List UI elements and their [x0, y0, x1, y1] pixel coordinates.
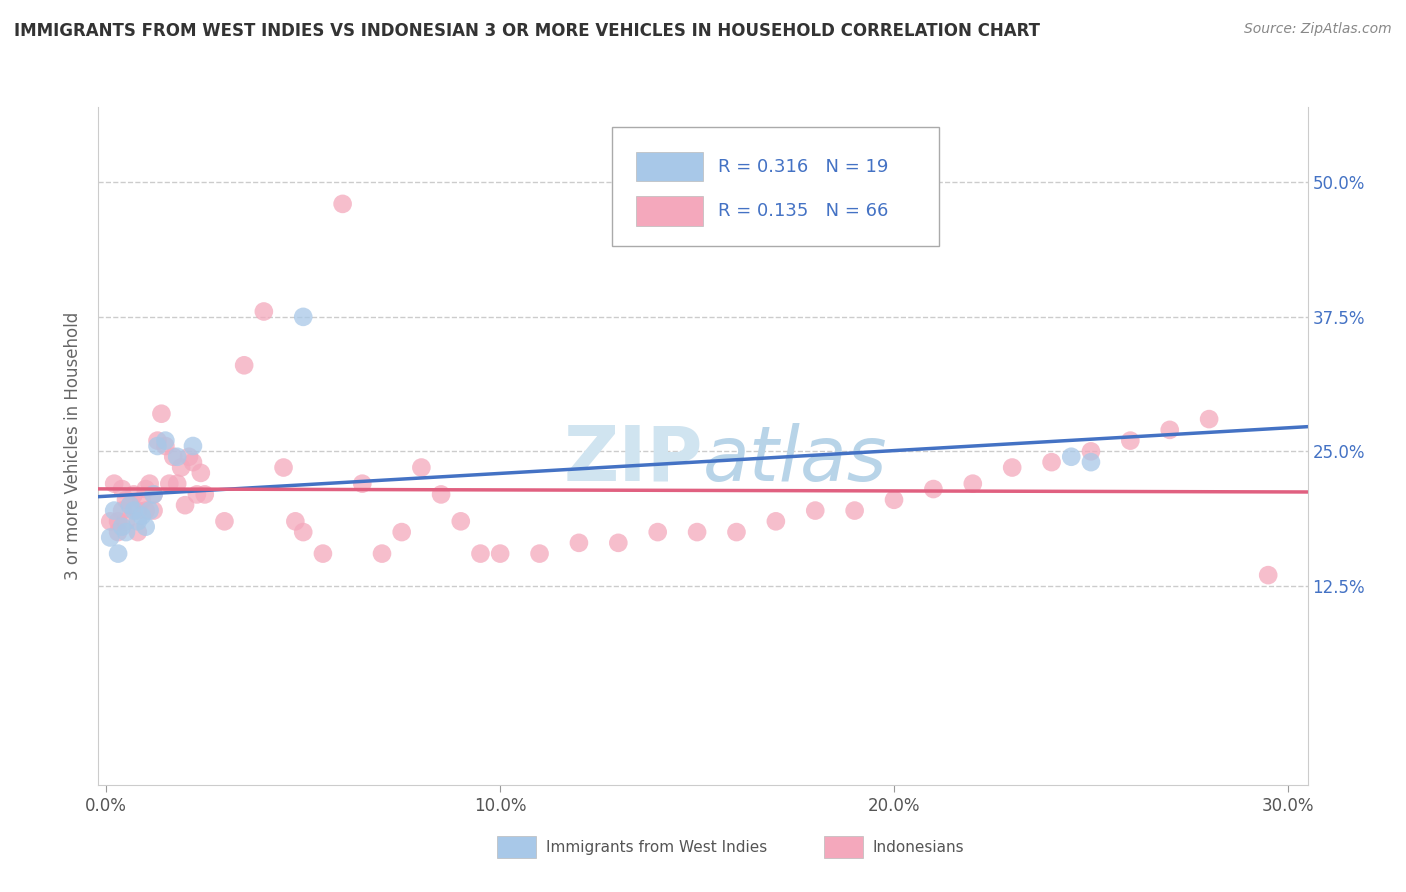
Point: [138, 476, 160, 491]
Point: [146, 439, 169, 453]
Point: [922, 482, 945, 496]
Point: [292, 310, 315, 324]
Point: [686, 525, 709, 540]
Point: [883, 492, 905, 507]
Point: [103, 503, 125, 517]
Point: [115, 514, 138, 528]
Point: [489, 547, 512, 561]
Point: [135, 519, 157, 533]
Point: [292, 525, 315, 540]
Point: [804, 503, 827, 517]
Point: [111, 519, 134, 533]
Point: [1257, 568, 1279, 582]
Point: [190, 466, 212, 480]
Point: [962, 476, 984, 491]
Point: [111, 503, 134, 517]
Point: [155, 439, 177, 453]
Point: [647, 525, 669, 540]
Point: [568, 536, 591, 550]
Y-axis label: 3 or more Vehicles in Household: 3 or more Vehicles in Household: [65, 312, 83, 580]
Text: IMMIGRANTS FROM WEST INDIES VS INDONESIAN 3 OR MORE VEHICLES IN HOUSEHOLD CORREL: IMMIGRANTS FROM WEST INDIES VS INDONESIA…: [14, 22, 1040, 40]
Point: [470, 547, 492, 561]
Point: [194, 487, 217, 501]
FancyBboxPatch shape: [637, 152, 703, 181]
Text: R = 0.316   N = 19: R = 0.316 N = 19: [717, 158, 887, 176]
Point: [107, 525, 129, 540]
Point: [1080, 455, 1102, 469]
FancyBboxPatch shape: [824, 837, 863, 858]
Text: R = 0.135   N = 66: R = 0.135 N = 66: [717, 202, 887, 220]
Point: [233, 359, 256, 373]
Point: [1198, 412, 1220, 426]
Point: [150, 407, 173, 421]
Point: [135, 482, 157, 496]
Point: [107, 547, 129, 561]
Point: [411, 460, 433, 475]
Point: [1040, 455, 1063, 469]
Point: [146, 434, 169, 448]
Point: [174, 498, 197, 512]
Text: Immigrants from West Indies: Immigrants from West Indies: [546, 840, 768, 855]
Point: [391, 525, 413, 540]
Point: [127, 503, 149, 517]
Point: [352, 476, 374, 491]
Point: [284, 514, 307, 528]
Text: Source: ZipAtlas.com: Source: ZipAtlas.com: [1244, 22, 1392, 37]
Point: [450, 514, 472, 528]
Point: [115, 492, 138, 507]
Text: Indonesians: Indonesians: [872, 840, 965, 855]
Point: [127, 525, 149, 540]
Point: [135, 503, 157, 517]
Point: [122, 487, 145, 501]
Point: [1119, 434, 1142, 448]
Point: [142, 487, 165, 501]
Point: [127, 514, 149, 528]
Point: [118, 498, 141, 512]
FancyBboxPatch shape: [637, 196, 703, 227]
Point: [118, 498, 141, 512]
Point: [98, 514, 121, 528]
Point: [103, 476, 125, 491]
Point: [1159, 423, 1181, 437]
Point: [155, 434, 177, 448]
Point: [122, 503, 145, 517]
Point: [253, 304, 276, 318]
Point: [131, 492, 153, 507]
Point: [115, 525, 138, 540]
Point: [142, 487, 165, 501]
Point: [181, 439, 204, 453]
Point: [98, 531, 121, 545]
Point: [430, 487, 453, 501]
Point: [214, 514, 236, 528]
Point: [1060, 450, 1083, 464]
Point: [138, 503, 160, 517]
Point: [332, 197, 354, 211]
Point: [131, 508, 153, 523]
Point: [765, 514, 787, 528]
Point: [844, 503, 866, 517]
Point: [166, 476, 188, 491]
Text: atlas: atlas: [703, 423, 887, 497]
Point: [166, 450, 188, 464]
Point: [725, 525, 748, 540]
Point: [157, 476, 180, 491]
Point: [371, 547, 394, 561]
Point: [1001, 460, 1024, 475]
Point: [107, 514, 129, 528]
Point: [186, 487, 208, 501]
Point: [181, 455, 204, 469]
FancyBboxPatch shape: [613, 128, 939, 246]
Point: [312, 547, 335, 561]
Point: [273, 460, 295, 475]
Point: [177, 450, 200, 464]
Point: [170, 460, 193, 475]
Point: [607, 536, 630, 550]
Point: [529, 547, 551, 561]
Point: [162, 450, 184, 464]
Point: [1080, 444, 1102, 458]
FancyBboxPatch shape: [498, 837, 536, 858]
Point: [142, 503, 165, 517]
Text: ZIP: ZIP: [564, 423, 703, 497]
Point: [111, 482, 134, 496]
